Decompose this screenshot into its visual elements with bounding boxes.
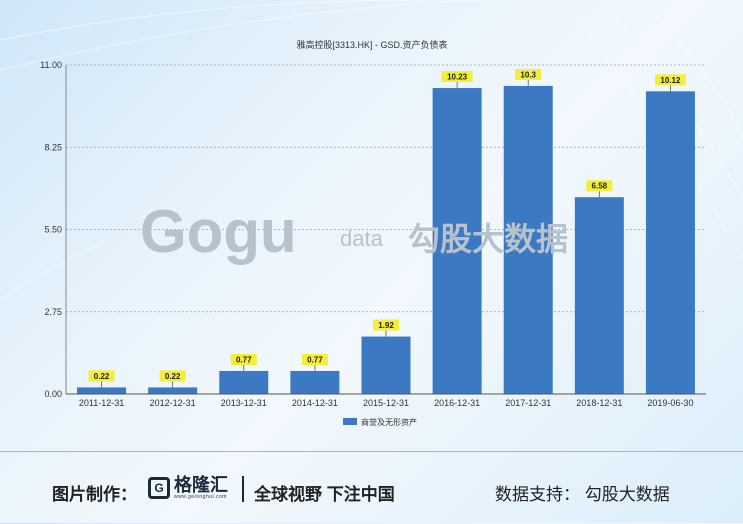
bar-chart: 雅高控股[3313.HK] - GSD.资产负债表 0.00 2.75 5.50 8.… xyxy=(40,39,706,427)
bar[interactable] xyxy=(645,91,695,394)
bar[interactable] xyxy=(290,370,340,394)
data-label: 0.22 xyxy=(94,372,110,381)
legend[interactable]: 商誉及无形资产 xyxy=(343,417,417,427)
data-label: 0.77 xyxy=(307,355,323,364)
y-tick-label: 0.00 xyxy=(44,389,62,399)
chart-title: 雅高控股[3313.HK] - GSD.资产负债表 xyxy=(296,39,447,50)
x-tick-label: 2019-06-30 xyxy=(647,398,693,408)
x-tick-label: 2012-12-31 xyxy=(150,398,196,408)
watermark-brand: Gogu xyxy=(140,198,297,265)
bar[interactable] xyxy=(219,370,269,394)
data-label: 1.92 xyxy=(378,321,394,330)
data-label-bg xyxy=(586,180,613,192)
data-label-bg xyxy=(88,370,115,382)
footer-slogan: 全球视野 下注中国 xyxy=(254,485,395,504)
logo-g-icon: G xyxy=(148,477,170,499)
logo-url: www.gelonghui.com xyxy=(174,494,227,500)
bar[interactable] xyxy=(148,387,198,394)
data-label-bg xyxy=(230,353,257,365)
legend-label: 商誉及无形资产 xyxy=(361,417,417,427)
footer-divider xyxy=(242,476,244,502)
logo-text: 格隆汇 xyxy=(174,475,228,495)
x-tick-label: 2011-12-31 xyxy=(79,398,124,408)
x-tick-label: 2015-12-31 xyxy=(363,398,409,408)
x-tick-label: 2017-12-31 xyxy=(505,398,551,408)
bar[interactable] xyxy=(77,387,127,394)
data-label: 6.58 xyxy=(592,182,608,191)
footer: 图片制作： G 格隆汇 www.gelonghui.com 全球视野 下注中国 … xyxy=(0,451,743,524)
watermark: Gogu data 勾股大数据 xyxy=(140,198,568,265)
data-label: 0.22 xyxy=(165,372,181,381)
y-tick-label: 5.50 xyxy=(44,225,62,235)
legend-swatch xyxy=(343,418,357,425)
bar[interactable] xyxy=(432,88,482,394)
credit-label: 图片制作： xyxy=(52,485,137,504)
data-label-bg xyxy=(654,74,686,86)
data-label-bg xyxy=(515,68,542,80)
data-label-bg xyxy=(441,71,473,83)
x-tick-label: 2018-12-31 xyxy=(576,398,622,408)
data-label-bg xyxy=(301,353,328,365)
y-axis-ticks: 0.00 2.75 5.50 8.25 11.00 xyxy=(40,60,62,399)
y-tick-label: 2.75 xyxy=(44,307,62,317)
bar[interactable] xyxy=(503,85,553,394)
x-tick-label: 2016-12-31 xyxy=(434,398,480,408)
data-support: 数据支持： 勾股大数据 xyxy=(495,485,670,504)
bar[interactable] xyxy=(361,336,411,394)
watermark-cn: 勾股大数据 xyxy=(408,221,568,257)
bars xyxy=(77,85,695,394)
bar[interactable] xyxy=(574,197,624,394)
x-axis-ticks: 2011-12-31 2012-12-31 2013-12-31 2014-12-31… xyxy=(79,398,694,408)
data-label: 10.12 xyxy=(660,76,681,85)
gelonghui-logo: G 格隆汇 www.gelonghui.com xyxy=(148,476,228,500)
y-tick-label: 8.25 xyxy=(44,142,62,152)
y-tick-label: 11.00 xyxy=(40,60,62,70)
watermark-suffix: data xyxy=(340,226,384,251)
data-label: 0.77 xyxy=(236,355,252,364)
x-tick-label: 2014-12-31 xyxy=(292,398,338,408)
data-label-bg xyxy=(159,370,186,382)
data-label: 10.23 xyxy=(447,73,468,82)
data-label: 10.3 xyxy=(520,70,536,79)
data-label-bg xyxy=(373,319,399,331)
data-labels: 0.22 0.22 0.77 0.77 1.92 10.23 10.3 6.58 10.12 xyxy=(88,68,686,388)
x-tick-label: 2013-12-31 xyxy=(221,398,267,408)
